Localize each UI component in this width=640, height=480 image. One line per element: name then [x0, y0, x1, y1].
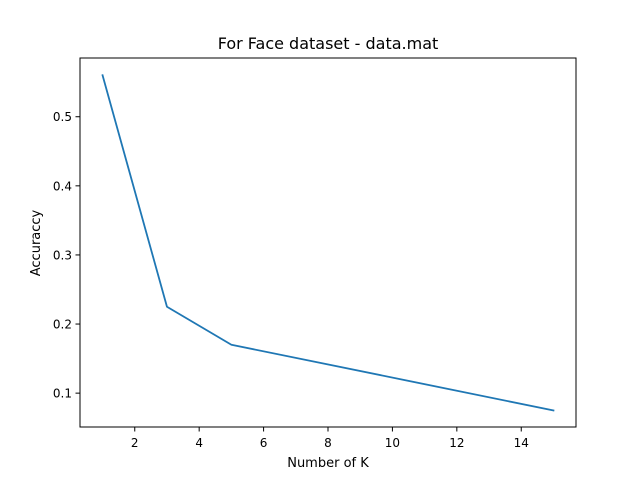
x-tick-label: 12: [449, 436, 464, 450]
x-tick-label: 4: [195, 436, 203, 450]
x-tick-label: 14: [514, 436, 529, 450]
data-point: [166, 306, 168, 308]
y-axis: 0.1 0.2 0.3 0.4 0.5: [53, 110, 80, 401]
data-point: [553, 410, 555, 412]
y-tick-label: 0.3: [53, 248, 72, 262]
chart-title: For Face dataset - data.mat: [218, 34, 439, 53]
data-point: [230, 344, 232, 346]
series-layer: [101, 74, 555, 412]
data-point: [102, 74, 104, 76]
x-tick-label: 6: [260, 436, 268, 450]
x-tick-label: 10: [385, 436, 400, 450]
series-line: [101, 74, 555, 412]
y-tick-label: 0.1: [53, 387, 72, 401]
x-tick-label: 2: [131, 436, 139, 450]
x-axis-label: Number of K: [287, 456, 369, 471]
y-tick-label: 0.4: [53, 179, 72, 193]
y-tick-label: 0.5: [53, 110, 72, 124]
x-tick-label: 8: [324, 436, 332, 450]
y-tick-label: 0.2: [53, 318, 72, 332]
y-axis-label: Accuraccy: [29, 209, 44, 276]
x-axis: 2 4 6 8 10 12 14: [131, 427, 529, 450]
